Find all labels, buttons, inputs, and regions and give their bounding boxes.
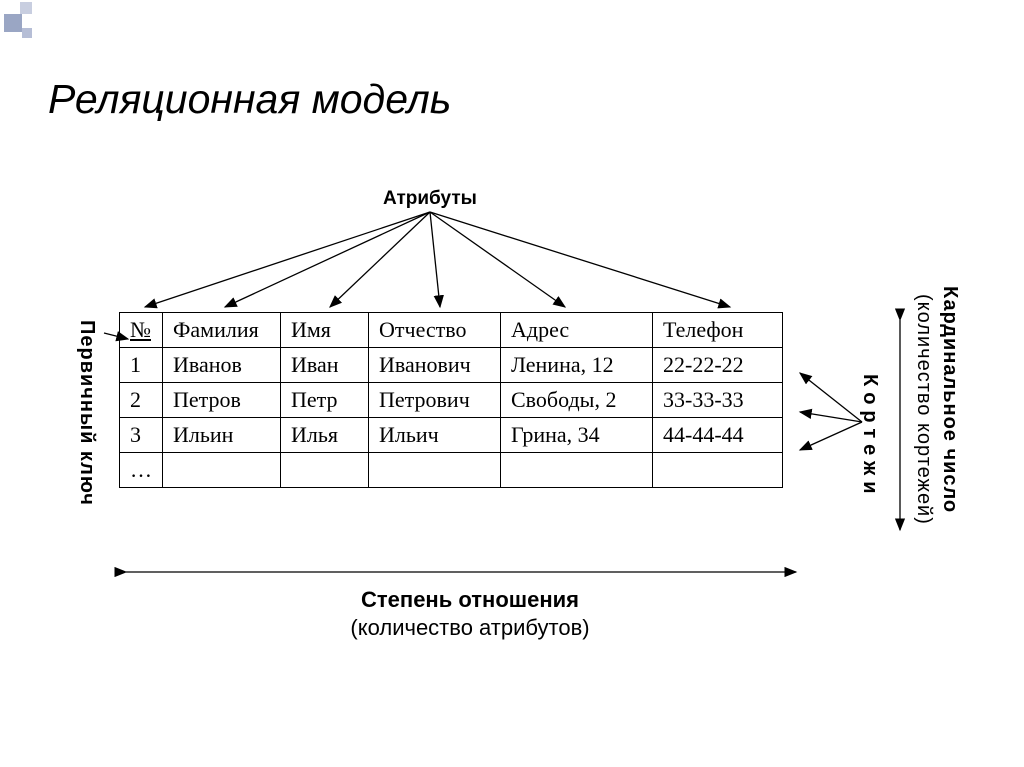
table-cell: Петрович — [369, 383, 501, 418]
table-cell: Ленина, 12 — [501, 348, 653, 383]
table-cell — [369, 453, 501, 488]
table-cell: 2 — [120, 383, 163, 418]
table-cell: Петров — [163, 383, 281, 418]
label-attributes: Атрибуты — [383, 188, 477, 210]
table-cell: Грина, 34 — [501, 418, 653, 453]
table-cell — [163, 453, 281, 488]
col-phone: Телефон — [653, 313, 783, 348]
table-cell: Иванович — [369, 348, 501, 383]
slide-title: Реляционная модель — [48, 76, 451, 123]
table-cell: 33-33-33 — [653, 383, 783, 418]
label-degree-sub: (количество атрибутов) — [340, 615, 600, 641]
table-cell — [653, 453, 783, 488]
col-patronymic: Отчество — [369, 313, 501, 348]
table-cell: Илья — [281, 418, 369, 453]
table-cell: Свободы, 2 — [501, 383, 653, 418]
table-row: 3ИльинИльяИльичГрина, 3444-44-44 — [120, 418, 783, 453]
table-cell: Ильин — [163, 418, 281, 453]
table-row: 2ПетровПетрПетровичСвободы, 233-33-33 — [120, 383, 783, 418]
label-degree: Степень отношения — [340, 587, 600, 613]
table-cell: 3 — [120, 418, 163, 453]
table-cell: Иванов — [163, 348, 281, 383]
corner-decoration — [0, 0, 40, 40]
table-header-row: № Фамилия Имя Отчество Адрес Телефон — [120, 313, 783, 348]
table-cell — [501, 453, 653, 488]
col-lastname: Фамилия — [163, 313, 281, 348]
col-number: № — [120, 313, 163, 348]
relation-table: № Фамилия Имя Отчество Адрес Телефон 1Ив… — [119, 312, 783, 488]
label-cardinal-number: Кардинальное число — [938, 286, 961, 513]
table-row: … — [120, 453, 783, 488]
table-cell: Иван — [281, 348, 369, 383]
label-cardinal-sub: (количество кортежей) — [912, 294, 935, 525]
col-firstname: Имя — [281, 313, 369, 348]
table-cell: 44-44-44 — [653, 418, 783, 453]
table-row: 1ИвановИванИвановичЛенина, 1222-22-22 — [120, 348, 783, 383]
col-address: Адрес — [501, 313, 653, 348]
table-cell: Ильич — [369, 418, 501, 453]
table-cell: Петр — [281, 383, 369, 418]
label-tuples: Кортежи — [858, 374, 881, 500]
table-cell: 22-22-22 — [653, 348, 783, 383]
table-cell: 1 — [120, 348, 163, 383]
table-cell — [281, 453, 369, 488]
table-cell: … — [120, 453, 163, 488]
label-primary-key: Первичный ключ — [75, 320, 98, 506]
